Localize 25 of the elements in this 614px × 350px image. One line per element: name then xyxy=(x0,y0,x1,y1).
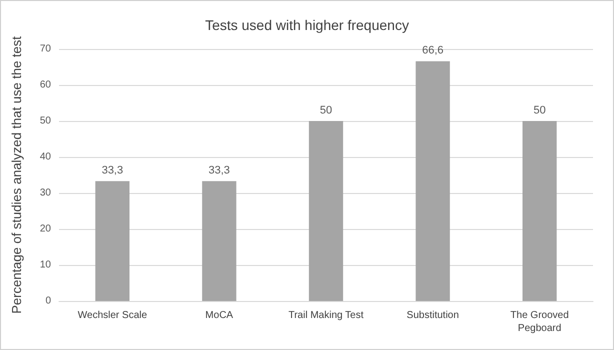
x-tick-label: MoCA xyxy=(205,310,234,321)
data-label: 50 xyxy=(320,104,332,116)
x-tick-label: Wechsler Scale xyxy=(78,310,148,321)
y-tick-label: 50 xyxy=(40,116,52,126)
y-tick-label: 70 xyxy=(40,44,52,54)
chart-title: Tests used with higher frequency xyxy=(205,17,409,33)
data-label: 50 xyxy=(533,104,546,116)
y-tick-label: 30 xyxy=(40,188,52,198)
bar xyxy=(522,121,557,301)
data-label: 33,3 xyxy=(208,164,230,177)
bar xyxy=(308,121,344,301)
bar xyxy=(202,181,236,301)
data-label: 33,3 xyxy=(102,164,124,177)
y-axis-title: Percentage of studies analyzed that use the test xyxy=(9,36,24,314)
bar xyxy=(416,61,450,301)
y-tick-label: 0 xyxy=(45,296,52,306)
y-tick-label: 60 xyxy=(40,80,52,90)
y-tick-label: 40 xyxy=(40,152,52,162)
x-tick-label: The Grooved Pegboard xyxy=(510,310,569,334)
y-tick-label: 20 xyxy=(40,224,52,234)
y-tick-label: 10 xyxy=(40,260,52,270)
x-tick-label: Trail Making Test xyxy=(288,310,364,321)
bar xyxy=(95,181,130,301)
data-label: 66,6 xyxy=(422,44,444,57)
x-tick-label: Substitution xyxy=(406,310,459,321)
